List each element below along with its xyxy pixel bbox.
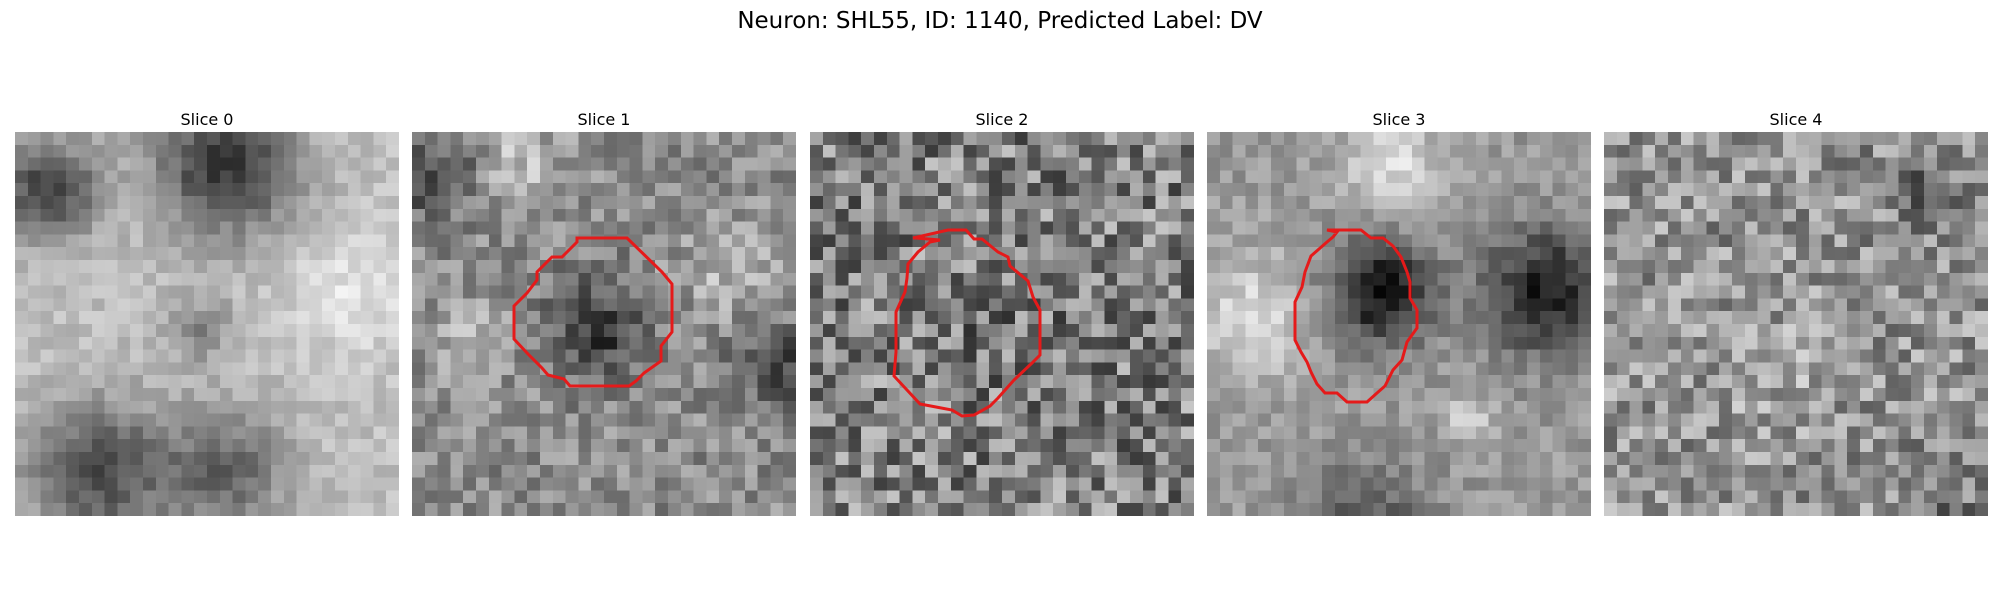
slice-image	[1207, 132, 1591, 516]
roi-contour	[512, 236, 674, 388]
slice-pixels	[1604, 132, 1988, 516]
slice-panel-0: Slice 0	[15, 108, 399, 516]
slice-pixels	[810, 132, 1194, 516]
slice-image	[810, 132, 1194, 516]
slice-image	[15, 132, 399, 516]
slice-title: Slice 4	[1769, 110, 1823, 129]
slice-pixels	[1207, 132, 1591, 516]
roi-overlay	[512, 236, 674, 388]
roi-contour	[892, 228, 1042, 418]
slice-pixels	[412, 132, 796, 516]
figure-title: Neuron: SHL55, ID: 1140, Predicted Label…	[737, 8, 1263, 34]
slice-panel-4: Slice 4	[1604, 108, 1988, 516]
slice-panel-2: Slice 2	[810, 108, 1194, 516]
slice-panel-3: Slice 3	[1207, 108, 1591, 516]
slice-title: Slice 2	[975, 110, 1029, 129]
slice-title: Slice 3	[1372, 110, 1426, 129]
roi-overlay	[15, 132, 399, 516]
roi-overlay	[1293, 228, 1419, 404]
roi-contour	[1293, 228, 1419, 404]
slice-image	[1604, 132, 1988, 516]
roi-overlay	[892, 228, 1042, 418]
slice-image	[412, 132, 796, 516]
slice-pixels	[15, 132, 399, 516]
roi-overlay	[1604, 132, 1988, 516]
slice-title: Slice 0	[180, 110, 234, 129]
slice-panel-1: Slice 1	[412, 108, 796, 516]
slice-title: Slice 1	[577, 110, 631, 129]
